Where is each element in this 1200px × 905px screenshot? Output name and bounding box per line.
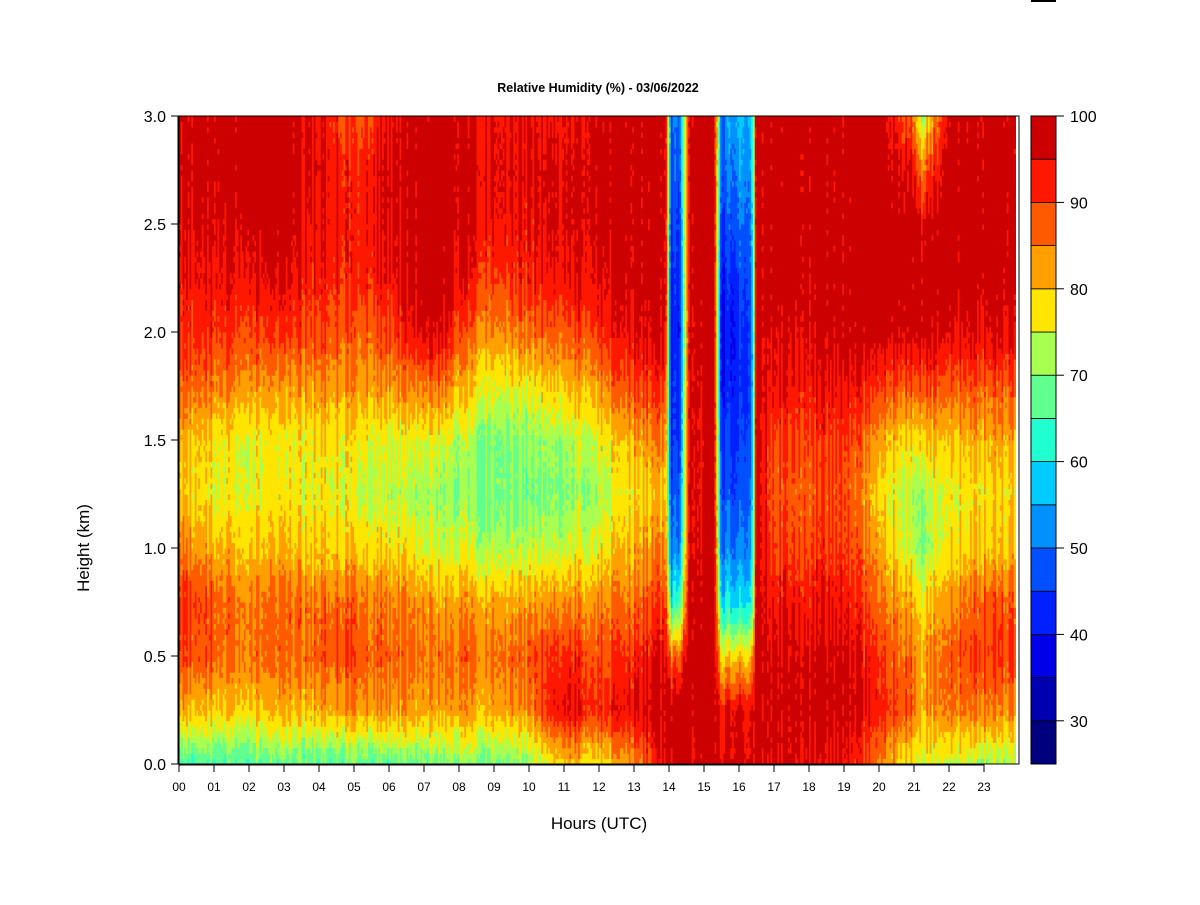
chart-title: Relative Humidity (%) - 03/06/2022 (497, 81, 699, 95)
heatmap-cells (179, 116, 1016, 765)
